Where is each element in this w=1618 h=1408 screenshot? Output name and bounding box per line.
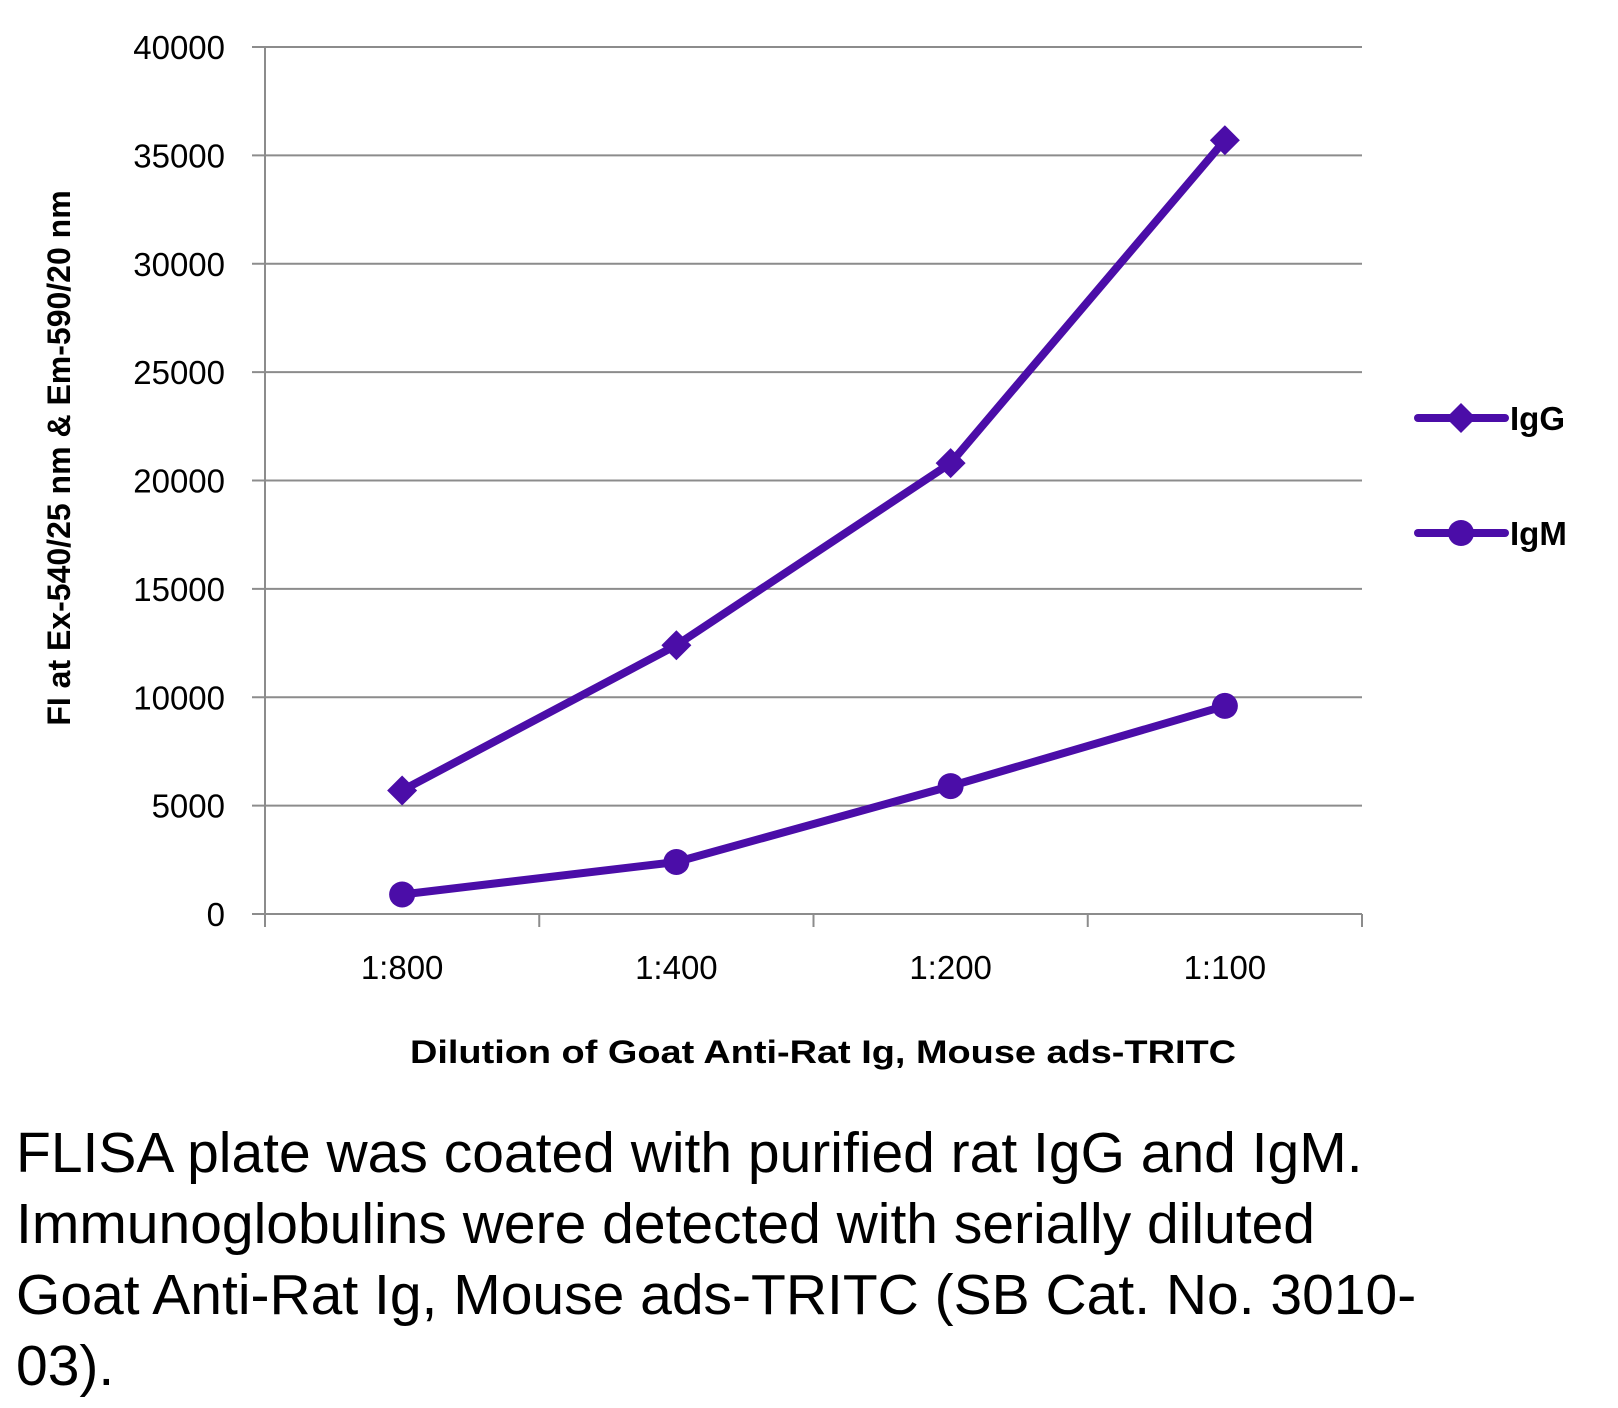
x-tick-label: 1:200 [909, 949, 992, 986]
data-point-igm [1211, 692, 1238, 719]
legend: IgG IgM [1414, 400, 1567, 552]
x-tick-label: 1:800 [361, 949, 444, 986]
data-point-igm [937, 773, 964, 800]
y-tick-label: 0 [207, 896, 225, 933]
y-axis-title: FI at Ex-540/25 nm & Em-590/20 nm [41, 190, 77, 725]
y-tick-label: 25000 [133, 354, 225, 391]
legend-label-igm: IgM [1510, 515, 1567, 552]
x-tick-label: 1:400 [635, 949, 718, 986]
series-line-igm [398, 701, 1229, 899]
data-point-igm [663, 848, 690, 875]
x-tick-labels: 1:800 1:400 1:200 1:100 [361, 949, 1266, 986]
y-tick-label: 15000 [133, 571, 225, 608]
y-tick-label: 5000 [152, 788, 225, 825]
x-tick-label: 1:100 [1184, 949, 1267, 986]
y-tick-labels: 0 5000 10000 15000 20000 25000 30000 35000 40000 [133, 29, 225, 933]
y-tick-label: 10000 [133, 679, 225, 716]
legend-label-igg: IgG [1510, 400, 1565, 437]
y-tick-label: 40000 [133, 29, 225, 66]
data-point-igg [1209, 125, 1240, 156]
x-axis-title: Dilution of Goat Anti-Rat Ig, Mouse ads-… [410, 1034, 1236, 1070]
axes [252, 46, 1363, 927]
data-point-igg [935, 448, 966, 479]
legend-marker-igg [1446, 403, 1476, 433]
gridlines [265, 46, 1362, 807]
legend-marker-igm [1448, 520, 1474, 546]
y-tick-label: 30000 [133, 246, 225, 283]
data-point-igg [661, 630, 692, 661]
y-tick-label: 35000 [133, 137, 225, 174]
series-line-igg [398, 136, 1229, 795]
elisa-line-chart: 0 5000 10000 15000 20000 25000 30000 35000 40000… [41, 29, 1567, 1070]
data-series [387, 125, 1240, 908]
figure-caption: FLISA plate was coated with purified rat… [16, 1121, 1417, 1398]
data-point-igg [387, 775, 418, 806]
y-tick-label: 20000 [133, 463, 225, 500]
data-point-igm [389, 881, 416, 908]
